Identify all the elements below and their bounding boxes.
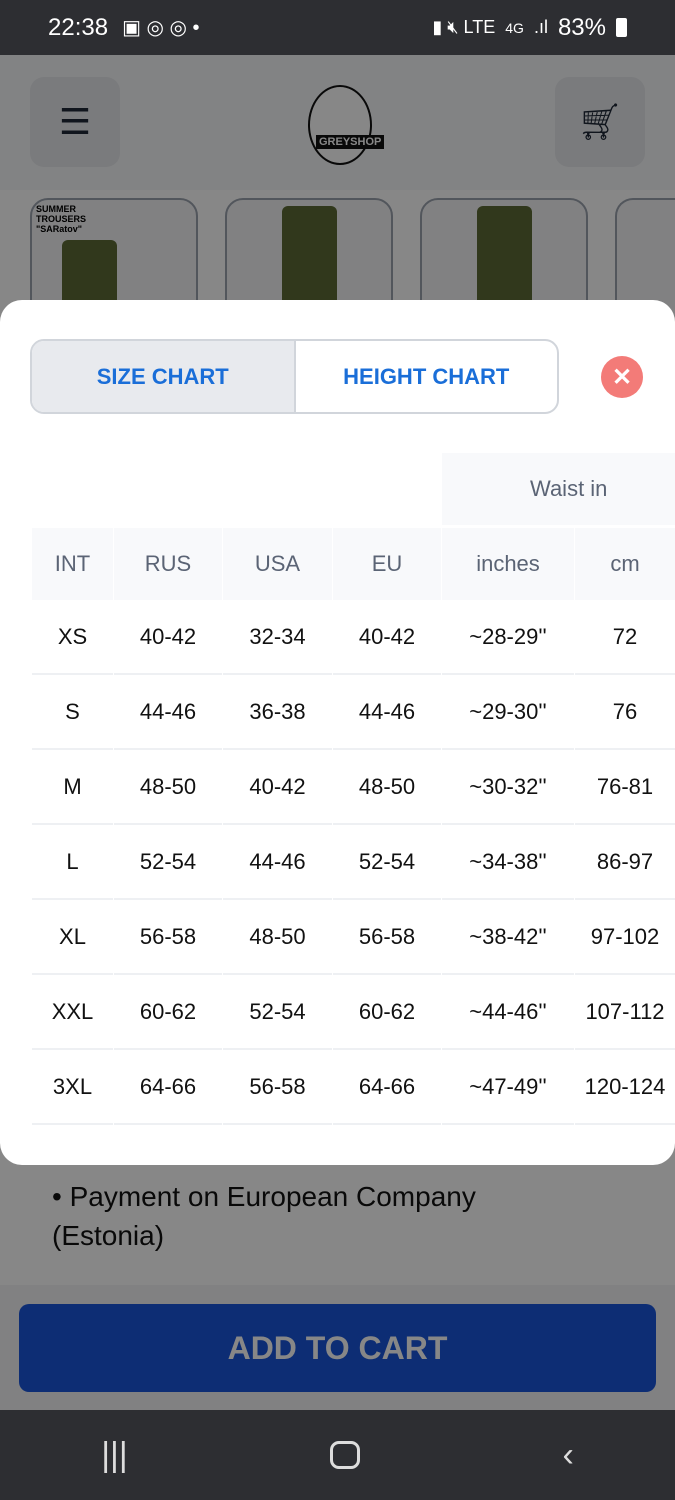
- table-cell: 97-102: [575, 900, 675, 975]
- battery-icon: [616, 18, 627, 37]
- cart-button[interactable]: 🛒︎: [555, 77, 645, 167]
- tab-size-chart[interactable]: SIZE CHART: [32, 341, 296, 412]
- table-cell: 40-42: [223, 750, 332, 825]
- add-to-cart-button[interactable]: ADD TO CART: [19, 1304, 656, 1392]
- column-header: cm: [575, 528, 675, 600]
- table-cell: L: [32, 825, 113, 900]
- menu-button[interactable]: ☰: [30, 77, 120, 167]
- column-header: INT: [32, 528, 113, 600]
- table-cell: ~38-42'': [442, 900, 574, 975]
- size-chart-modal: SIZE CHART HEIGHT CHART ✕ Waist in INT RUS…: [0, 300, 675, 1165]
- thumbnail-caption: SUMMER TROUSERS "SARatov": [36, 204, 87, 234]
- back-icon[interactable]: ‹: [562, 1435, 574, 1474]
- table-cell: 60-62: [114, 975, 222, 1050]
- payment-info: • Payment on European Company (Estonia): [52, 1181, 476, 1251]
- hamburger-icon: ☰: [58, 101, 92, 142]
- close-button[interactable]: ✕: [601, 356, 643, 398]
- table-cell: XL: [32, 900, 113, 975]
- product-details: • Payment on European Company (Estonia) …: [0, 1165, 675, 1410]
- home-icon[interactable]: [330, 1441, 361, 1469]
- table-cell: ~34-38'': [442, 825, 574, 900]
- table-cell: 86-97: [575, 825, 675, 900]
- table-cell: 36-38: [223, 675, 332, 750]
- table-cell: ~28-29'': [442, 600, 574, 675]
- table-cell: 52-54: [223, 975, 332, 1050]
- table-cell: 107-112: [575, 975, 675, 1050]
- table-cell: 76-81: [575, 750, 675, 825]
- logo-text: GREYSHOP: [316, 135, 385, 149]
- site-header: ☰ GREYSHOP 🛒︎: [0, 55, 675, 190]
- table-cell: 72: [575, 600, 675, 675]
- battery-level: 83%: [557, 13, 606, 41]
- table-cell: 40-42: [333, 600, 441, 675]
- column-header: inches: [442, 528, 574, 600]
- table-cell: XXL: [32, 975, 113, 1050]
- table-cell: ~29-30'': [442, 675, 574, 750]
- table-cell: 64-66: [333, 1050, 441, 1125]
- table-cell: M: [32, 750, 113, 825]
- table-cell: ~47-49'': [442, 1050, 574, 1125]
- tab-height-chart[interactable]: HEIGHT CHART: [343, 363, 510, 389]
- column-header: USA: [223, 528, 332, 600]
- table-cell: 56-58: [223, 1050, 332, 1125]
- table-cell: 64-66: [114, 1050, 222, 1125]
- column-header: RUS: [114, 528, 222, 600]
- table-cell: 3XL: [32, 1050, 113, 1125]
- table-cell: 48-50: [223, 900, 332, 975]
- table-cell: XS: [32, 600, 113, 675]
- table-cell: 120-124: [575, 1050, 675, 1125]
- table-cell: 76: [575, 675, 675, 750]
- table-cell: ~44-46'': [442, 975, 574, 1050]
- table-cell: 48-50: [114, 750, 222, 825]
- table-cell: 44-46: [223, 825, 332, 900]
- greyshop-logo[interactable]: GREYSHOP: [290, 75, 390, 175]
- clock: 22:38: [48, 13, 109, 41]
- recent-apps-icon[interactable]: |||: [101, 1435, 128, 1474]
- cart-icon: 🛒︎: [577, 101, 623, 142]
- column-header: EU: [333, 528, 441, 600]
- table-cell: 44-46: [114, 675, 222, 750]
- chart-tabs: SIZE CHART HEIGHT CHART: [30, 339, 559, 414]
- table-cell: 40-42: [114, 600, 222, 675]
- table-cell: ~30-32'': [442, 750, 574, 825]
- table-cell: 56-58: [333, 900, 441, 975]
- network-type: 4G: [505, 19, 524, 36]
- table-cell: 32-34: [223, 600, 332, 675]
- nav-bar: ||| ‹: [0, 1410, 675, 1500]
- close-x-icon: ✕: [611, 363, 633, 391]
- table-cell: 52-54: [333, 825, 441, 900]
- group-header-waist: Waist in: [442, 453, 675, 525]
- table-cell: 52-54: [114, 825, 222, 900]
- table-cell: S: [32, 675, 113, 750]
- table-cell: 44-46: [333, 675, 441, 750]
- notification-icons: ▣ ◎ ◎ •: [122, 17, 200, 39]
- status-bar: 22:38 ▣ ◎ ◎ • ▮ 🔇︎ LTE 4G .ıl 83%: [0, 0, 675, 55]
- table-cell: 56-58: [114, 900, 222, 975]
- signal-icon: .ıl: [533, 17, 548, 37]
- size-table: Waist in INT RUS USA EU inches cm XS 40-42 32-34 4…: [32, 453, 675, 1133]
- table-cell: 48-50: [333, 750, 441, 825]
- table-cell: 60-62: [333, 975, 441, 1050]
- system-icons: ▮ 🔇︎ LTE: [432, 17, 496, 37]
